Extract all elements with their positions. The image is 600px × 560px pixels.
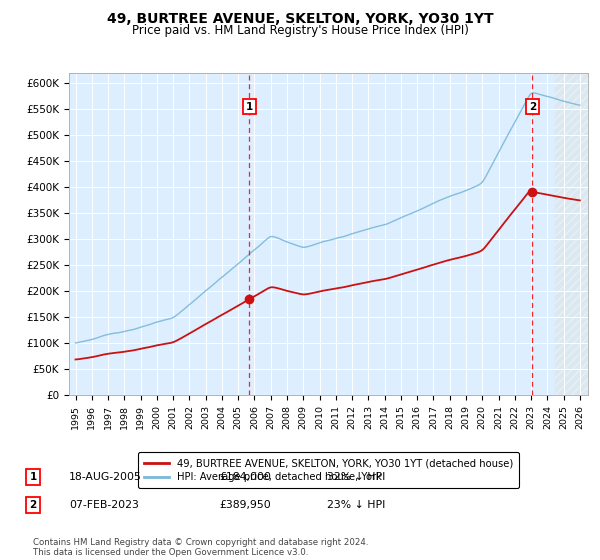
Text: 1: 1 <box>245 101 253 111</box>
Bar <box>556 73 596 395</box>
Legend: 49, BURTREE AVENUE, SKELTON, YORK, YO30 1YT (detached house), HPI: Average price: 49, BURTREE AVENUE, SKELTON, YORK, YO30 … <box>138 452 519 488</box>
Text: Contains HM Land Registry data © Crown copyright and database right 2024.
This d: Contains HM Land Registry data © Crown c… <box>33 538 368 557</box>
Text: 23% ↓ HPI: 23% ↓ HPI <box>327 500 385 510</box>
Text: £184,000: £184,000 <box>219 472 271 482</box>
Text: 2: 2 <box>29 500 37 510</box>
Text: 49, BURTREE AVENUE, SKELTON, YORK, YO30 1YT: 49, BURTREE AVENUE, SKELTON, YORK, YO30 … <box>107 12 493 26</box>
Text: 2: 2 <box>529 101 536 111</box>
Text: 18-AUG-2005: 18-AUG-2005 <box>69 472 142 482</box>
Bar <box>556 73 596 395</box>
Text: 07-FEB-2023: 07-FEB-2023 <box>69 500 139 510</box>
Text: £389,950: £389,950 <box>219 500 271 510</box>
Text: 32% ↓ HPI: 32% ↓ HPI <box>327 472 385 482</box>
Text: 1: 1 <box>29 472 37 482</box>
Text: Price paid vs. HM Land Registry's House Price Index (HPI): Price paid vs. HM Land Registry's House … <box>131 24 469 36</box>
